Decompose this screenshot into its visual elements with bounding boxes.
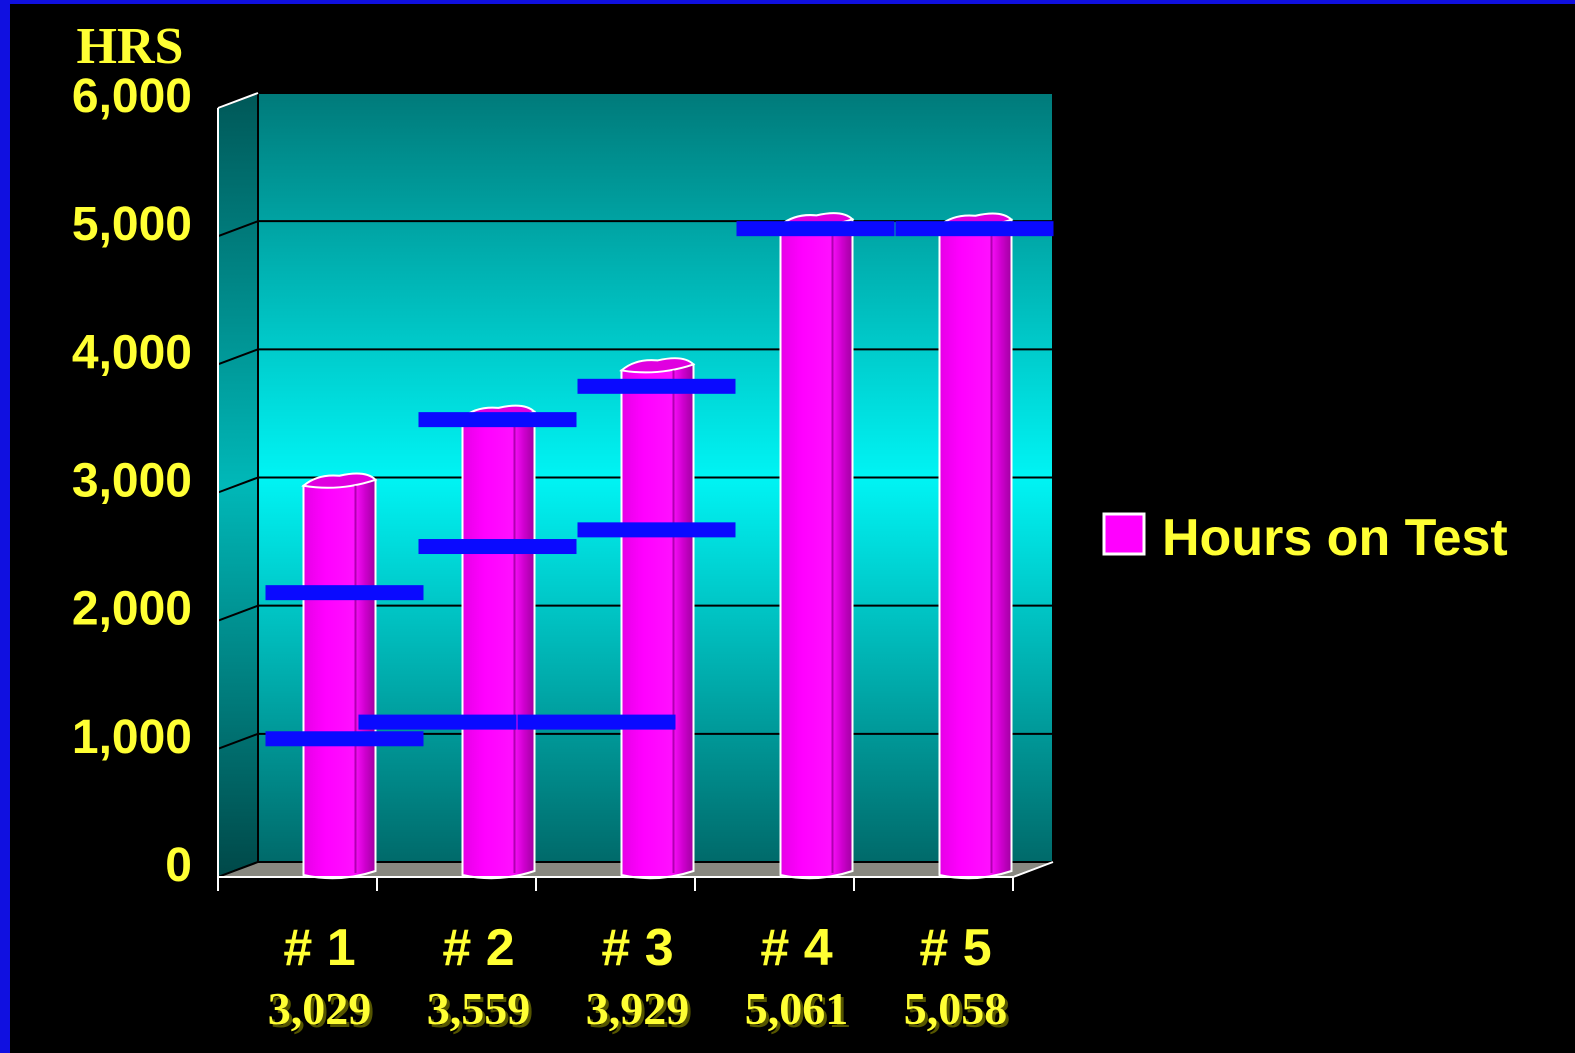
- bar-body: [779, 218, 854, 880]
- bar-body: [302, 478, 377, 880]
- bar-series-hours-on-test: [301, 212, 1014, 880]
- y-tick-label: 0: [165, 839, 192, 892]
- x-value-label-shadow: 3,029: [271, 986, 375, 1037]
- x-category-label: # 2: [442, 919, 514, 977]
- legend-label: Hours on Test: [1162, 509, 1508, 567]
- marker-line: [418, 539, 577, 555]
- x-value-label: 3,559: [427, 983, 531, 1034]
- x-category-label: # 3: [601, 919, 673, 977]
- x-value-label: 5,058: [904, 983, 1008, 1034]
- x-value-label: 3,029: [268, 983, 372, 1034]
- bar: [460, 404, 537, 880]
- bar-body: [620, 363, 695, 880]
- bar: [778, 212, 855, 880]
- x-value-label-shadow: 5,061: [748, 986, 852, 1037]
- bar-top: [619, 357, 696, 374]
- x-category-label: # 1: [283, 919, 355, 977]
- y-tick-label: 5,000: [72, 198, 192, 251]
- marker-line: [577, 522, 736, 538]
- x-value-label: 3,929: [586, 983, 690, 1034]
- legend: Hours on Test: [1102, 509, 1508, 567]
- bar: [301, 472, 378, 880]
- marker-line: [265, 585, 424, 601]
- marker-line: [358, 714, 517, 730]
- y-tick-label: 6,000: [72, 70, 192, 123]
- bar-body: [938, 218, 1013, 880]
- bar: [619, 357, 696, 880]
- y-tick-label: 2,000: [72, 583, 192, 636]
- y-tick-label: 4,000: [72, 326, 192, 379]
- x-value-label-shadow: 5,058: [907, 986, 1011, 1037]
- x-value-label: 5,061: [745, 983, 849, 1034]
- marker-line: [517, 714, 676, 730]
- gridline-side: [217, 348, 259, 366]
- y-tick-label: 3,000: [72, 455, 192, 508]
- marker-line: [895, 221, 1054, 237]
- floor-edge: [1012, 861, 1054, 878]
- y-axis-unit-label: HRS: [77, 18, 184, 75]
- x-category-label: # 4: [760, 919, 832, 977]
- axes: [217, 92, 1054, 891]
- marker-line: [736, 221, 895, 237]
- axis-labels: 0 1,000 2,000 3,000 4,000 5,000 6,000 # 1 3,029 3…: [72, 70, 1010, 1037]
- x-value-label-shadow: 3,559: [430, 986, 534, 1037]
- x-category-label: # 5: [919, 919, 991, 977]
- marker-lines: [265, 221, 1054, 747]
- y-tick-label: 1,000: [72, 711, 192, 764]
- gridline-side: [217, 476, 259, 494]
- gridline-side: [217, 604, 259, 622]
- legend-swatch: [1102, 512, 1146, 556]
- gridline-side: [217, 732, 259, 750]
- marker-line: [265, 731, 424, 747]
- marker-line: [418, 412, 577, 428]
- marker-line: [577, 378, 736, 394]
- bar: [937, 212, 1014, 880]
- top-edge: [217, 92, 259, 109]
- bar-body: [461, 410, 536, 880]
- x-value-label-shadow: 3,929: [589, 986, 693, 1037]
- gridline-side: [217, 220, 259, 238]
- bar-top: [301, 472, 378, 489]
